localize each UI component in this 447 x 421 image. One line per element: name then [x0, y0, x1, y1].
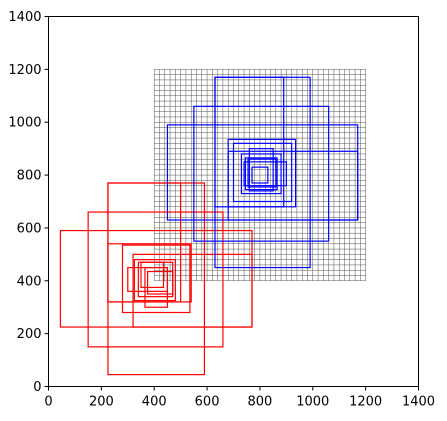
y-tick-label: 800 — [17, 169, 42, 184]
x-tick-label: 400 — [142, 395, 167, 410]
y-axis: 0 200 400 600 800 1000 1200 1400 — [8, 10, 49, 395]
rectangle-mark — [193, 105, 330, 242]
rectangle-mark — [244, 157, 278, 191]
x-tick-label: 1400 — [402, 395, 435, 410]
rectangle-mark — [240, 153, 282, 195]
y-tick-label: 1400 — [8, 10, 41, 25]
rectangle-mark — [107, 182, 182, 303]
y-tick-label: 600 — [17, 221, 42, 236]
blue-rectangles — [166, 76, 359, 269]
rectangle-mark — [251, 166, 269, 184]
y-tick-label: 200 — [17, 327, 42, 342]
x-tick-label: 0 — [44, 395, 52, 410]
rectangle-mark — [243, 161, 287, 187]
x-tick-label: 1000 — [296, 395, 329, 410]
rectangle-mark — [121, 244, 191, 314]
rectangle-mark — [107, 243, 192, 303]
rectangle-mark — [227, 138, 297, 208]
x-tick-label: 200 — [89, 395, 114, 410]
rectangle-mark — [87, 211, 224, 348]
x-tick-label: 600 — [195, 395, 220, 410]
rectangle-mark — [232, 142, 293, 203]
rectangle-mark — [247, 158, 277, 188]
red-rectangles — [59, 182, 253, 376]
y-tick-label: 1000 — [8, 116, 41, 131]
rectangle-mark — [133, 259, 176, 302]
y-tick-label: 400 — [17, 274, 42, 289]
x-tick-label: 1200 — [349, 395, 382, 410]
rectangle-mark — [132, 253, 253, 328]
grid-region — [153, 69, 366, 282]
x-tick-label: 800 — [248, 395, 273, 410]
x-axis: 0 200 400 600 800 1000 1200 1400 — [44, 386, 435, 410]
axes-frame — [48, 16, 419, 387]
rectangle-mark — [147, 270, 174, 295]
rectangle-mark — [248, 148, 274, 192]
rectangle-mark — [140, 261, 165, 288]
y-tick-label: 0 — [33, 380, 41, 395]
y-tick-label: 1200 — [8, 63, 41, 78]
